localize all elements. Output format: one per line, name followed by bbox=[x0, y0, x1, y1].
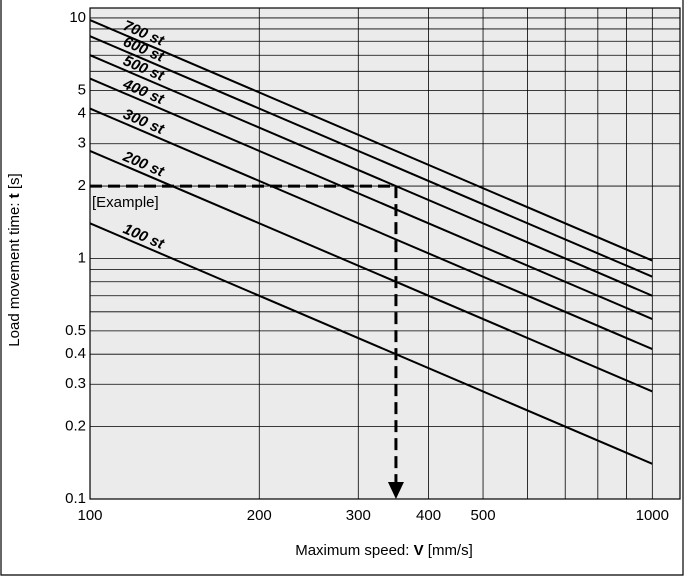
x-axis-label-part: [mm/s] bbox=[424, 542, 473, 559]
y-tick-label: 0.3 bbox=[65, 375, 86, 392]
y-axis-label-part: t bbox=[6, 193, 23, 198]
y-tick-label: 4 bbox=[78, 105, 86, 122]
y-axis-label-part: Load movement time: bbox=[6, 198, 23, 346]
y-tick-label: 5 bbox=[78, 81, 86, 98]
x-axis-label-part: Maximum speed: bbox=[295, 542, 413, 559]
x-tick-label: 200 bbox=[247, 507, 272, 524]
series-line bbox=[89, 77, 653, 320]
series-line bbox=[89, 19, 653, 262]
x-axis-label-part: V bbox=[414, 542, 424, 559]
y-tick-label: 0.5 bbox=[65, 322, 86, 339]
y-tick-label: 0.4 bbox=[65, 345, 86, 362]
y-axis-label: Load movement time: t [s] bbox=[6, 173, 23, 346]
example-line bbox=[90, 184, 398, 485]
series-line bbox=[89, 222, 653, 465]
series-line bbox=[89, 54, 653, 297]
y-tick-label: 0.2 bbox=[65, 418, 86, 435]
x-tick-label: 300 bbox=[346, 507, 371, 524]
x-tick-label: 100 bbox=[77, 507, 102, 524]
example-arrowhead bbox=[387, 482, 404, 499]
y-tick-label: 10 bbox=[69, 9, 86, 26]
plot-background bbox=[90, 8, 680, 499]
plot-frame bbox=[89, 7, 681, 500]
x-tick-label: 400 bbox=[416, 507, 441, 524]
y-tick-label: 1 bbox=[78, 249, 86, 266]
y-tick-label: 3 bbox=[78, 135, 86, 152]
example-label: [Example] bbox=[92, 194, 159, 211]
x-axis-label: Maximum speed: V [mm/s] bbox=[295, 542, 473, 559]
y-tick-label: 2 bbox=[78, 177, 86, 194]
x-tick-label: 1000 bbox=[636, 507, 669, 524]
y-axis-label-part: [s] bbox=[6, 173, 23, 193]
series-line bbox=[89, 150, 653, 393]
series-line bbox=[89, 35, 653, 278]
series-line bbox=[89, 107, 653, 351]
y-tick-label: 0.1 bbox=[65, 490, 86, 507]
x-tick-label: 500 bbox=[471, 507, 496, 524]
